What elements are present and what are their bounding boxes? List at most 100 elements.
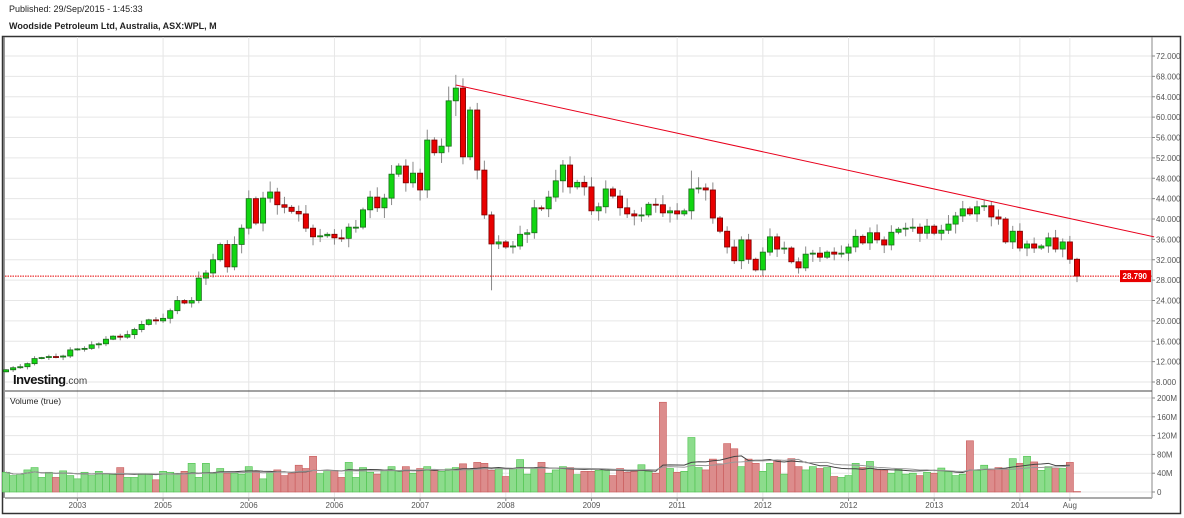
candle-down (617, 195, 624, 209)
price-tick-label: 64.000 (1156, 93, 1181, 102)
candle-up (574, 181, 581, 188)
candle-down (488, 214, 495, 245)
time-tick-label: 2014 (1011, 501, 1029, 510)
candle-down (988, 205, 995, 218)
volume-bar-down (773, 460, 781, 493)
volume-bar-up (230, 472, 239, 493)
candle-down (338, 237, 345, 240)
volume-tick-label: 120M (1157, 432, 1177, 441)
volume-bar-down (52, 477, 60, 493)
candle-up (802, 253, 809, 269)
candle-up (952, 215, 959, 225)
candle-up (231, 244, 238, 268)
volume-bar-up (173, 473, 182, 493)
volume-bar-up (1037, 470, 1046, 493)
candle-up (759, 251, 766, 271)
candle-up (602, 188, 609, 208)
candle-down (931, 225, 938, 234)
candle-down (417, 172, 424, 191)
volume-bar-down (930, 472, 939, 493)
volume-bar-up (194, 477, 203, 493)
volume-bar-up (523, 473, 532, 493)
volume-bar-down (716, 463, 724, 493)
candle-down (224, 244, 231, 268)
price-tick-label: 16.000 (1156, 337, 1181, 346)
candle-down (281, 204, 288, 208)
time-tick-label: 2007 (411, 501, 429, 510)
volume-bar-up (1044, 466, 1053, 493)
candle-up (688, 188, 695, 212)
candle-down (1002, 218, 1009, 243)
candle-down (995, 216, 1002, 220)
volume-bar-down (816, 468, 824, 493)
volume-bar-up (87, 475, 96, 493)
price-tick-label: 24.000 (1156, 297, 1181, 306)
candle-up (367, 196, 374, 211)
volume-bar-down (580, 471, 589, 493)
candle-down (624, 207, 631, 215)
price-tick-label: 12.000 (1156, 358, 1181, 367)
candle-up (167, 310, 174, 319)
candle-down (588, 186, 595, 212)
candle-up (452, 87, 459, 102)
candle-up (909, 226, 916, 229)
price-tick-label: 8.000 (1156, 378, 1177, 387)
candle-up (695, 187, 702, 190)
candle-up (595, 206, 602, 212)
volume-bar-up (694, 467, 703, 493)
candle-up (1045, 237, 1052, 247)
volume-bar-up (844, 475, 853, 493)
time-tick-label: 2012 (754, 501, 772, 510)
volume-bar-up (59, 470, 67, 493)
volume-bar-up (202, 463, 210, 493)
volume-bar-down (1030, 461, 1039, 493)
volume-bar-up (323, 470, 332, 493)
volume-bar-up (366, 471, 375, 493)
gridlines (5, 37, 1152, 498)
volume-bar-up (737, 466, 746, 493)
volume-bar-up (680, 471, 689, 493)
volume-bar-up (1008, 458, 1017, 493)
volume-bar-down (287, 472, 296, 493)
chart-title: Woodside Petroleum Ltd, Australia, ASX:W… (9, 21, 217, 31)
candle-up (38, 357, 45, 359)
candle-up (924, 225, 931, 234)
candle-down (274, 191, 281, 206)
candle-up (866, 232, 873, 244)
candle-up (60, 355, 67, 358)
time-tick-label: 2005 (154, 501, 172, 510)
volume-bar-up (316, 473, 325, 493)
volume-bar-up (808, 466, 817, 493)
candle-up (766, 236, 773, 253)
volume-bar-down (730, 448, 739, 493)
logo-brand: Investing (13, 372, 66, 387)
candle-up (895, 228, 902, 233)
candle-up (260, 197, 267, 224)
volume-bar-up (944, 471, 953, 493)
volume-bar-down (723, 443, 732, 493)
candle-down (402, 165, 409, 184)
candle-down (567, 164, 574, 188)
candle-up (188, 300, 195, 304)
candle-up (202, 272, 209, 279)
candle-up (45, 356, 52, 358)
volume-bar-up (1023, 455, 1031, 493)
candle-down (652, 203, 659, 206)
volume-bar-down (701, 469, 710, 493)
volume-bar-up (102, 473, 110, 493)
candle-up (888, 231, 895, 246)
candle-up (138, 324, 145, 330)
candle-up (317, 235, 324, 238)
volume-bar-up (109, 474, 117, 493)
volume-bar-up (187, 463, 196, 493)
candle-up (945, 223, 952, 231)
candle-up (424, 139, 431, 191)
volume-bar-up (37, 477, 46, 493)
volume-bar-down (116, 467, 125, 493)
candle-down (1074, 258, 1081, 277)
candle-down (731, 246, 738, 262)
candle-down (881, 239, 888, 246)
candle-down (724, 230, 731, 248)
volume-bar-down (1073, 491, 1081, 493)
